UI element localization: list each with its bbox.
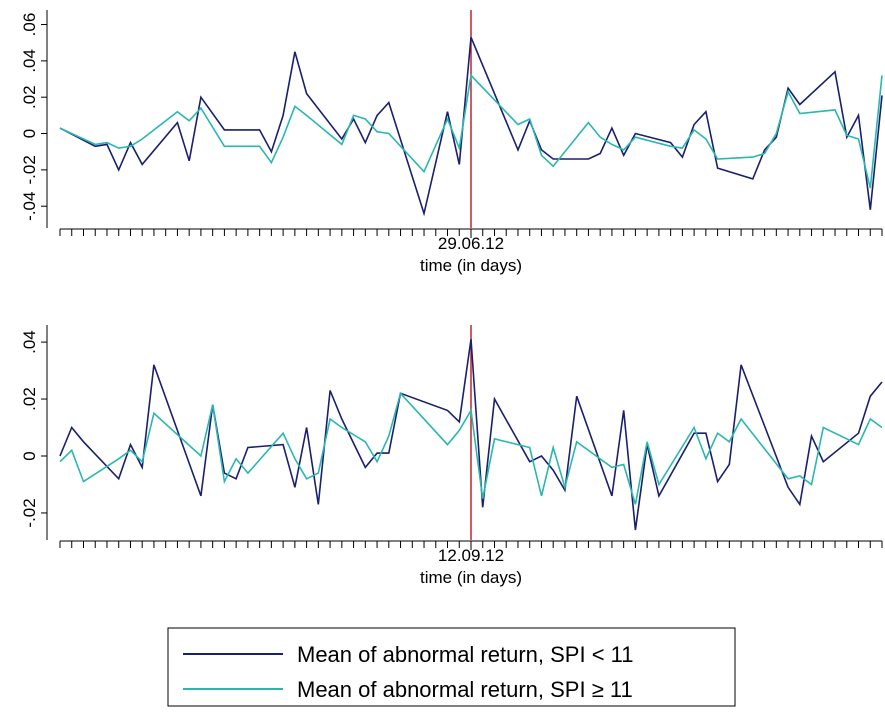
y-tick-label: 0	[20, 451, 39, 460]
y-tick-label: -.02	[20, 498, 39, 527]
x-tick-label: 29.06.12	[438, 234, 504, 253]
x-axis-title: time (in days)	[420, 568, 522, 587]
y-tick-label: .04	[20, 49, 39, 73]
y-tick-label: .02	[20, 85, 39, 109]
y-tick-label: .02	[20, 387, 39, 411]
x-tick-label: 12.09.12	[438, 546, 504, 565]
y-tick-label: -.02	[20, 155, 39, 184]
series-line	[59, 391, 883, 505]
y-tick-label: -.04	[20, 192, 39, 221]
y-tick-label: .04	[20, 330, 39, 354]
y-tick-label: .06	[20, 13, 39, 37]
series-line	[59, 73, 883, 189]
legend-label: Mean of abnormal return, SPI < 11	[297, 642, 634, 667]
legend-box	[167, 627, 736, 707]
legend-label: Mean of abnormal return, SPI ≥ 11	[297, 677, 633, 702]
y-tick-label: 0	[20, 129, 39, 138]
series-line	[59, 36, 883, 217]
x-axis-title: time (in days)	[420, 256, 522, 275]
